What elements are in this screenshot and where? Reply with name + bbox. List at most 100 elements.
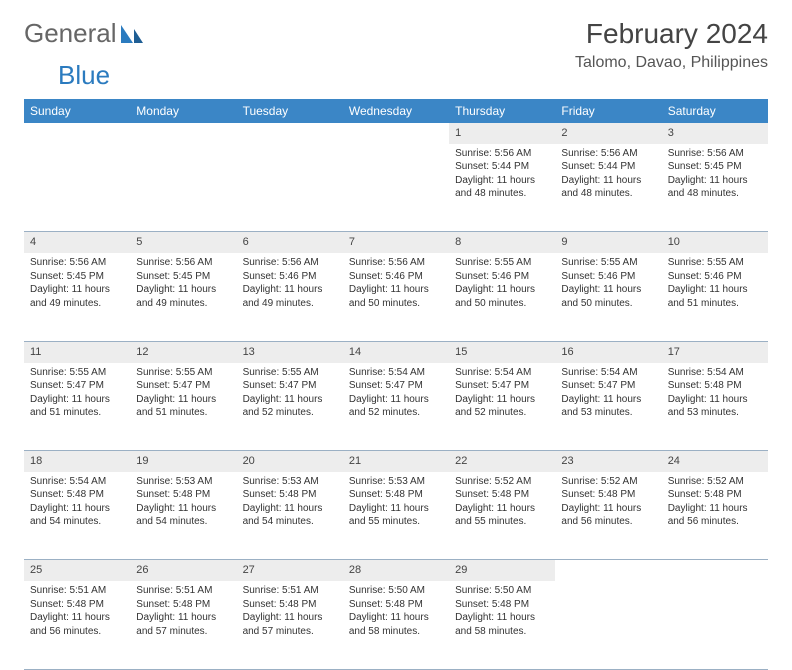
day-content-row: Sunrise: 5:56 AMSunset: 5:44 PMDaylight:… (24, 144, 768, 232)
day-cell-content: Sunrise: 5:56 AMSunset: 5:44 PMDaylight:… (555, 144, 661, 207)
day-cell: Sunrise: 5:52 AMSunset: 5:48 PMDaylight:… (662, 472, 768, 560)
day-cell-content: Sunrise: 5:54 AMSunset: 5:48 PMDaylight:… (662, 363, 768, 426)
day-cell: Sunrise: 5:55 AMSunset: 5:47 PMDaylight:… (24, 363, 130, 451)
day-number-cell: 13 (237, 341, 343, 362)
day-cell-content: Sunrise: 5:54 AMSunset: 5:47 PMDaylight:… (555, 363, 661, 426)
day-cell: Sunrise: 5:55 AMSunset: 5:47 PMDaylight:… (130, 363, 236, 451)
day-number-cell: 14 (343, 341, 449, 362)
day-cell-content: Sunrise: 5:54 AMSunset: 5:47 PMDaylight:… (449, 363, 555, 426)
day-number-cell: 7 (343, 232, 449, 253)
day-cell: Sunrise: 5:52 AMSunset: 5:48 PMDaylight:… (449, 472, 555, 560)
day-number-row: 123 (24, 123, 768, 144)
day-cell-content: Sunrise: 5:55 AMSunset: 5:47 PMDaylight:… (24, 363, 130, 426)
day-cell-content: Sunrise: 5:53 AMSunset: 5:48 PMDaylight:… (343, 472, 449, 535)
day-cell-content: Sunrise: 5:56 AMSunset: 5:45 PMDaylight:… (662, 144, 768, 207)
day-number-cell: 26 (130, 560, 236, 581)
day-cell-content: Sunrise: 5:50 AMSunset: 5:48 PMDaylight:… (343, 581, 449, 644)
day-cell: Sunrise: 5:50 AMSunset: 5:48 PMDaylight:… (343, 581, 449, 669)
day-number-cell: 1 (449, 123, 555, 144)
day-cell-content: Sunrise: 5:52 AMSunset: 5:48 PMDaylight:… (449, 472, 555, 535)
day-cell-content: Sunrise: 5:52 AMSunset: 5:48 PMDaylight:… (555, 472, 661, 535)
day-cell-content: Sunrise: 5:52 AMSunset: 5:48 PMDaylight:… (662, 472, 768, 535)
weekday-header: Tuesday (237, 99, 343, 123)
weekday-header: Friday (555, 99, 661, 123)
day-cell: Sunrise: 5:55 AMSunset: 5:46 PMDaylight:… (555, 253, 661, 341)
weekday-row: SundayMondayTuesdayWednesdayThursdayFrid… (24, 99, 768, 123)
day-number-cell: 28 (343, 560, 449, 581)
day-cell: Sunrise: 5:52 AMSunset: 5:48 PMDaylight:… (555, 472, 661, 560)
day-cell-content: Sunrise: 5:56 AMSunset: 5:45 PMDaylight:… (24, 253, 130, 316)
day-cell-content: Sunrise: 5:56 AMSunset: 5:45 PMDaylight:… (130, 253, 236, 316)
day-number-cell: 10 (662, 232, 768, 253)
day-cell: Sunrise: 5:54 AMSunset: 5:48 PMDaylight:… (24, 472, 130, 560)
calendar-body: 123Sunrise: 5:56 AMSunset: 5:44 PMDaylig… (24, 123, 768, 669)
day-number-cell: 18 (24, 451, 130, 472)
day-cell-content: Sunrise: 5:54 AMSunset: 5:47 PMDaylight:… (343, 363, 449, 426)
day-number-cell: 21 (343, 451, 449, 472)
day-number-cell: 16 (555, 341, 661, 362)
weekday-header: Sunday (24, 99, 130, 123)
day-cell (130, 144, 236, 232)
day-number-cell: 15 (449, 341, 555, 362)
day-number-cell: 20 (237, 451, 343, 472)
day-cell: Sunrise: 5:54 AMSunset: 5:47 PMDaylight:… (449, 363, 555, 451)
day-number-cell: 25 (24, 560, 130, 581)
day-number-cell (237, 123, 343, 144)
day-cell-content: Sunrise: 5:55 AMSunset: 5:46 PMDaylight:… (449, 253, 555, 316)
day-cell: Sunrise: 5:53 AMSunset: 5:48 PMDaylight:… (343, 472, 449, 560)
logo: General (24, 18, 145, 49)
day-number-cell (24, 123, 130, 144)
weekday-header: Thursday (449, 99, 555, 123)
day-number-cell (662, 560, 768, 581)
day-number-cell: 22 (449, 451, 555, 472)
day-cell-content: Sunrise: 5:56 AMSunset: 5:46 PMDaylight:… (343, 253, 449, 316)
day-cell: Sunrise: 5:51 AMSunset: 5:48 PMDaylight:… (130, 581, 236, 669)
calendar-head: SundayMondayTuesdayWednesdayThursdayFrid… (24, 99, 768, 123)
day-cell-content: Sunrise: 5:53 AMSunset: 5:48 PMDaylight:… (237, 472, 343, 535)
day-cell: Sunrise: 5:56 AMSunset: 5:44 PMDaylight:… (555, 144, 661, 232)
day-cell-content: Sunrise: 5:54 AMSunset: 5:48 PMDaylight:… (24, 472, 130, 535)
day-cell-content: Sunrise: 5:55 AMSunset: 5:47 PMDaylight:… (237, 363, 343, 426)
day-cell-content: Sunrise: 5:51 AMSunset: 5:48 PMDaylight:… (130, 581, 236, 644)
day-cell: Sunrise: 5:50 AMSunset: 5:48 PMDaylight:… (449, 581, 555, 669)
day-cell: Sunrise: 5:54 AMSunset: 5:47 PMDaylight:… (343, 363, 449, 451)
day-number-cell: 24 (662, 451, 768, 472)
day-number-row: 18192021222324 (24, 451, 768, 472)
day-number-cell: 17 (662, 341, 768, 362)
calendar-table: SundayMondayTuesdayWednesdayThursdayFrid… (24, 99, 768, 670)
day-cell: Sunrise: 5:56 AMSunset: 5:45 PMDaylight:… (662, 144, 768, 232)
day-cell: Sunrise: 5:56 AMSunset: 5:44 PMDaylight:… (449, 144, 555, 232)
day-number-cell: 5 (130, 232, 236, 253)
day-cell-content: Sunrise: 5:51 AMSunset: 5:48 PMDaylight:… (237, 581, 343, 644)
day-number-cell: 2 (555, 123, 661, 144)
day-number-row: 2526272829 (24, 560, 768, 581)
logo-text-general: General (24, 18, 117, 49)
day-cell-content: Sunrise: 5:55 AMSunset: 5:47 PMDaylight:… (130, 363, 236, 426)
day-number-cell (130, 123, 236, 144)
day-cell: Sunrise: 5:54 AMSunset: 5:47 PMDaylight:… (555, 363, 661, 451)
location: Talomo, Davao, Philippines (575, 54, 768, 72)
day-content-row: Sunrise: 5:51 AMSunset: 5:48 PMDaylight:… (24, 581, 768, 669)
weekday-header: Saturday (662, 99, 768, 123)
day-cell (555, 581, 661, 669)
day-number-cell: 27 (237, 560, 343, 581)
day-cell-content: Sunrise: 5:53 AMSunset: 5:48 PMDaylight:… (130, 472, 236, 535)
day-cell: Sunrise: 5:53 AMSunset: 5:48 PMDaylight:… (130, 472, 236, 560)
day-content-row: Sunrise: 5:54 AMSunset: 5:48 PMDaylight:… (24, 472, 768, 560)
day-cell-content: Sunrise: 5:50 AMSunset: 5:48 PMDaylight:… (449, 581, 555, 644)
logo-sail-icon (119, 23, 145, 45)
day-cell-content: Sunrise: 5:51 AMSunset: 5:48 PMDaylight:… (24, 581, 130, 644)
day-cell: Sunrise: 5:56 AMSunset: 5:45 PMDaylight:… (130, 253, 236, 341)
day-cell: Sunrise: 5:55 AMSunset: 5:46 PMDaylight:… (662, 253, 768, 341)
weekday-header: Wednesday (343, 99, 449, 123)
day-cell (343, 144, 449, 232)
day-cell-content: Sunrise: 5:56 AMSunset: 5:44 PMDaylight:… (449, 144, 555, 207)
day-number-cell: 6 (237, 232, 343, 253)
day-number-cell: 4 (24, 232, 130, 253)
month-title: February 2024 (575, 18, 768, 50)
day-cell: Sunrise: 5:51 AMSunset: 5:48 PMDaylight:… (237, 581, 343, 669)
day-number-cell: 11 (24, 341, 130, 362)
day-cell (237, 144, 343, 232)
day-cell (24, 144, 130, 232)
day-cell: Sunrise: 5:56 AMSunset: 5:46 PMDaylight:… (237, 253, 343, 341)
